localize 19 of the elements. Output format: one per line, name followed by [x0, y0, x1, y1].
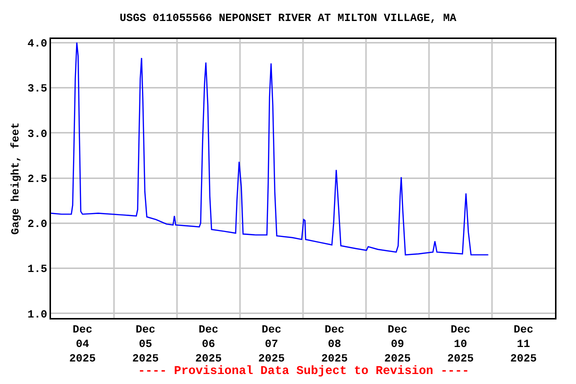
- y-tick-label: 1.5: [27, 264, 48, 276]
- y-tick-label: 1.0: [27, 309, 48, 322]
- y-tick-label: 3.5: [27, 84, 48, 96]
- x-tick-label: Dec 11 2025: [510, 324, 538, 366]
- y-tick-label: 2.5: [27, 174, 48, 186]
- y-axis-title: Gage height, feet: [9, 122, 22, 235]
- line-series: [51, 42, 489, 256]
- x-tick-label: Dec 10 2025: [447, 324, 474, 366]
- chart-title: USGS 011055566 NEPONSET RIVER AT MILTON VILLAGE, MA: [120, 13, 457, 26]
- y-tick-label: 2.0: [27, 219, 48, 232]
- x-tick-label: Dec 09 2025: [384, 324, 412, 366]
- x-tick-label: Dec 04 2025: [69, 324, 96, 366]
- text: ---- Provisional Data Subject to Revision ----: [138, 364, 470, 378]
- x-tick-label: Dec 05 2025: [132, 324, 160, 366]
- y-tick-label: 3.0: [27, 128, 48, 141]
- x-tick-label: Dec 06 2025: [195, 324, 222, 366]
- x-tick-label: Dec 07 2025: [258, 324, 286, 366]
- x-tick-label: Dec 08 2025: [321, 324, 348, 366]
- y-tick-label: 4.0: [27, 38, 48, 50]
